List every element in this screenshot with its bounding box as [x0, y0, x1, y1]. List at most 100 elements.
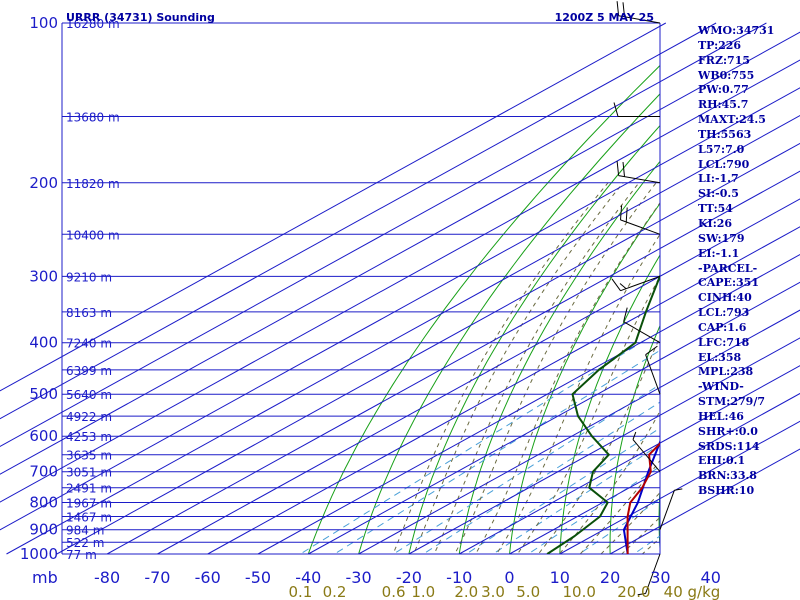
wind-barb [616, 1, 661, 24]
pressure-label: 300 [29, 267, 58, 285]
pressure-label: 1000 [20, 545, 58, 563]
index-value: SHR+:0.0 [698, 424, 758, 438]
wind-barb-flag [622, 2, 625, 17]
height-label: 11820 m [66, 177, 120, 191]
dry-adiabats [307, 64, 660, 554]
index-value: SW:179 [698, 231, 745, 245]
index-value: CAPE:351 [698, 276, 759, 290]
index-value: CINH:40 [698, 291, 752, 305]
isotherm-line [559, 420, 800, 555]
height-label: 5640 m [66, 388, 112, 402]
wind-barb-flag [611, 278, 621, 291]
height-label: 2491 m [66, 482, 112, 496]
isotherm-line [0, 22, 717, 420]
temperature-tick-label: -60 [195, 568, 221, 587]
mixing-ratio-line [422, 401, 660, 554]
isotherm-line [6, 115, 800, 555]
wind-barb [620, 205, 661, 235]
wind-barb-flag [625, 207, 628, 223]
height-label: 3051 m [66, 466, 112, 480]
wind-barb-shaft [618, 175, 661, 184]
wind-barb [659, 488, 683, 530]
height-label: 13680 m [66, 111, 120, 125]
wind-barb-flag [619, 283, 627, 290]
mixing-ratio-tick-label: 1.0 [411, 583, 435, 600]
parcel-line [622, 439, 660, 554]
wind-barbs [611, 1, 683, 596]
isotherm-line [257, 253, 800, 555]
index-value: MPL:238 [698, 365, 754, 379]
isotherm-line [0, 31, 800, 475]
wind-barb-flag [674, 488, 683, 491]
observation-time: 1200Z 5 MAY 25 [555, 11, 654, 24]
isotherm-line [609, 448, 800, 555]
moist-adiabat-line [454, 182, 657, 554]
temperature-tick-label: -80 [94, 568, 120, 587]
mixing-ratio-line [465, 427, 660, 554]
dry-adiabat-line [458, 160, 660, 554]
wind-barb [623, 307, 661, 344]
index-value: TH:5563 [698, 127, 752, 141]
isotherm-line [308, 281, 800, 555]
index-value: LFC:718 [698, 335, 750, 349]
dry-adiabat-line [658, 482, 660, 554]
moist-adiabat-line [621, 516, 660, 554]
temperature-tick-label: 40 [701, 568, 721, 587]
mixing-ratio-tick-label: 0.2 [323, 583, 347, 600]
mixing-ratio-tick-label: 10.0 [562, 583, 595, 600]
index-value: WB0:755 [698, 68, 755, 82]
index-value: STM:279/7 [698, 395, 765, 409]
index-value: TT:54 [698, 202, 733, 216]
isotherm-line [458, 365, 800, 555]
temperature-tick-label: 30 [650, 568, 670, 587]
mixing-ratio-tick-label: 5.0 [516, 583, 540, 600]
moist-adiabat-line [558, 410, 660, 554]
wind-barb-flag [645, 345, 658, 356]
wind-barb-flag [622, 162, 625, 177]
isotherm-line [0, 22, 667, 392]
pressure-unit-label: mb [32, 568, 58, 587]
sounding-profiles [546, 275, 660, 554]
index-value: EHI:0.1 [698, 454, 746, 468]
wind-barb-shaft [620, 275, 661, 292]
dry-adiabat-line [408, 124, 660, 554]
moist-adiabats [392, 182, 660, 554]
temperature-tick-label: 0 [504, 568, 514, 587]
wind-barb [616, 161, 661, 184]
index-value: LCL:793 [698, 306, 750, 320]
mixing-ratio-tick-label: 0.6 [382, 583, 406, 600]
height-label: 16280 m [66, 17, 120, 31]
isotherm-line [509, 392, 800, 555]
isotherm-line [0, 87, 800, 531]
temperature-tick-label: -30 [346, 568, 372, 587]
index-value: KI:26 [698, 216, 733, 230]
wind-barb-flag [620, 205, 623, 220]
wind-barb-shaft [645, 553, 661, 594]
pressure-label: 700 [29, 463, 58, 481]
wind-barb-flag [623, 307, 628, 322]
isotherm-line [0, 59, 800, 503]
index-value: EI:-1.1 [698, 246, 740, 260]
height-label: 4253 m [66, 430, 112, 444]
height-label: 77 m [66, 548, 97, 562]
isotherm-line [0, 22, 767, 448]
wind-barb-shaft [620, 219, 661, 235]
index-value: PW:0.77 [698, 83, 749, 97]
pressure-label: 500 [29, 385, 58, 403]
pressure-label: 800 [29, 494, 58, 512]
height-label: 10400 m [66, 228, 120, 242]
dry-adiabat-line [307, 64, 660, 554]
wind-barb-shaft [645, 354, 661, 395]
wind-barb [645, 345, 661, 395]
wind-barb-flag [616, 1, 620, 16]
wind-barb-flag [632, 431, 637, 440]
height-label: 984 m [66, 524, 104, 538]
temperature-tick-label: -70 [144, 568, 170, 587]
mixing-ratio-tick-label: 20.0 [617, 583, 650, 600]
wind-barb-flag [637, 593, 646, 596]
pressure-label: 600 [29, 427, 58, 445]
wind-barb [637, 553, 661, 596]
dewpoint-line [546, 275, 660, 554]
